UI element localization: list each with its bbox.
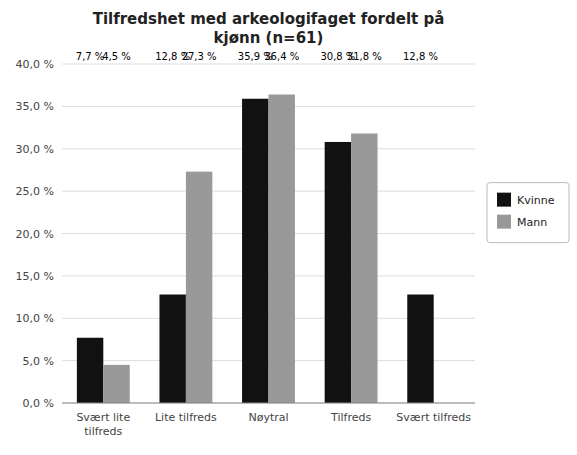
legend-box — [487, 183, 569, 243]
data-label: 36,4 % — [264, 51, 299, 62]
x-axis-line — [62, 403, 475, 404]
legend-label: Mann — [517, 216, 547, 229]
background — [0, 0, 577, 455]
bar — [269, 95, 295, 403]
x-tick-label: Nøytral — [248, 411, 288, 424]
x-tick-label: Svært tilfreds — [396, 411, 471, 424]
grid-line — [62, 403, 475, 404]
data-label: 31,8 % — [347, 51, 382, 62]
data-label: 27,3 % — [182, 51, 217, 62]
title: Tilfredshet med arkeologifaget fordelt p… — [93, 10, 445, 47]
legend-swatch — [497, 215, 511, 229]
bar — [325, 142, 351, 403]
y-tick-label: 40,0 % — [16, 58, 54, 71]
data-label: 12,8 % — [403, 51, 438, 62]
y-tick-label: 25,0 % — [16, 185, 54, 198]
bars — [77, 95, 434, 403]
chart: Tilfredshet med arkeologifaget fordelt p… — [0, 0, 577, 455]
y-tick-label: 0,0 % — [23, 397, 54, 410]
bar — [242, 99, 268, 403]
legend: Kvinne Mann — [487, 183, 569, 243]
bar — [407, 295, 433, 403]
y-tick-label: 30,0 % — [16, 143, 54, 156]
grid-line — [62, 64, 475, 65]
legend-label: Kvinne — [517, 194, 555, 207]
y-tick-label: 35,0 % — [16, 100, 54, 113]
bar — [186, 172, 212, 403]
y-tick-label: 15,0 % — [16, 270, 54, 283]
y-tick-label: 5,0 % — [23, 355, 54, 368]
bar — [159, 295, 185, 403]
y-tick-label: 20,0 % — [16, 228, 54, 241]
grid — [62, 64, 475, 403]
data-labels: 7,7 %12,8 %35,9 %30,8 %12,8 %4,5 %27,3 %… — [76, 51, 438, 62]
x-tick-label: Svært litetilfreds — [76, 411, 130, 438]
bar — [351, 133, 377, 403]
legend-swatch — [497, 193, 511, 207]
bar — [103, 365, 129, 403]
data-label: 7,7 % — [76, 51, 105, 62]
bar — [77, 338, 103, 403]
data-label: 4,5 % — [102, 51, 131, 62]
y-tick-label: 10,0 % — [16, 312, 54, 325]
x-tick-label: Tilfreds — [330, 411, 371, 424]
x-tick-label: Lite tilfreds — [155, 411, 217, 424]
